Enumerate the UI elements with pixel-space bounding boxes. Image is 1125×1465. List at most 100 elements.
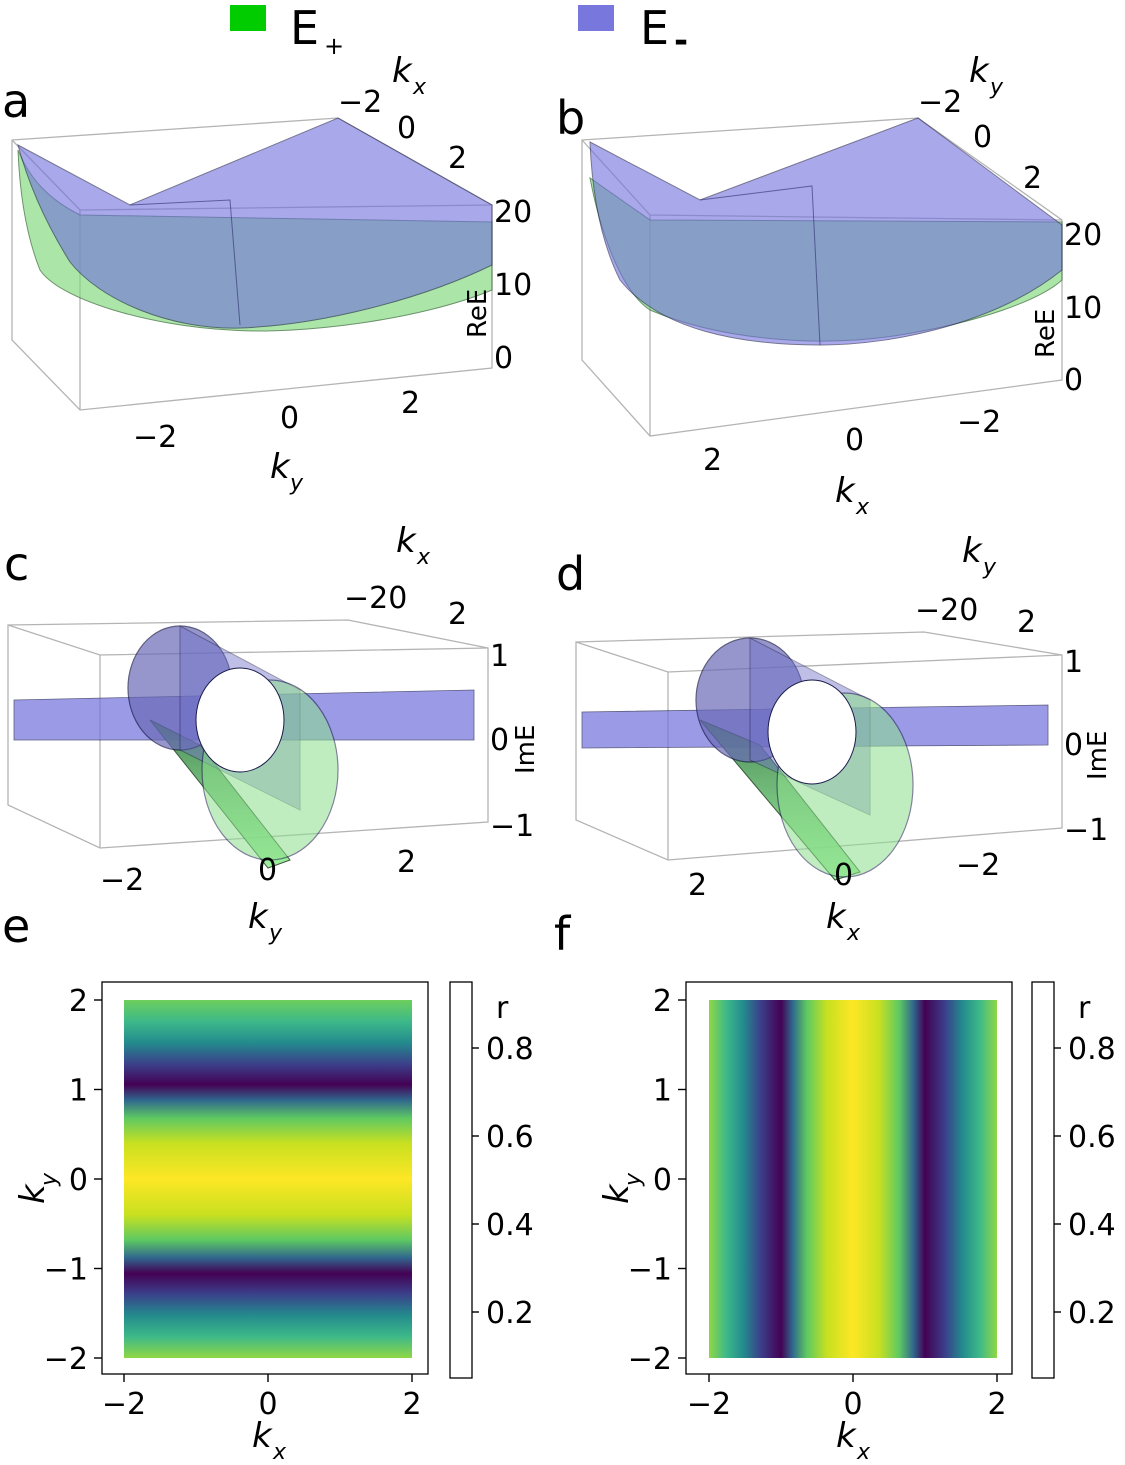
tick-b-d-1: 0	[973, 120, 992, 155]
ticks-ky-b: −2 0 2	[918, 85, 1042, 196]
axis-label-b-z: ReE	[1031, 309, 1061, 358]
axis-sub-a-x: y	[289, 471, 304, 496]
f-xtick-label-0: −2	[687, 1387, 731, 1422]
tick-a-z-2: 0	[494, 341, 513, 376]
tick-c-d-1: 2	[448, 597, 467, 632]
panel-a: a −2 0 2 k y −2 0 2 k x 20 10 0 ReE	[2, 51, 532, 496]
tick-c-z-0: 1	[490, 639, 509, 674]
e-ctick-label-3: 0.8	[486, 1032, 534, 1067]
e-xtick-label-1: 0	[258, 1387, 277, 1422]
tick-d-d-1: 2	[1017, 605, 1036, 640]
tick-a-z-0: 20	[494, 195, 532, 230]
cylinder-hole-d	[767, 679, 857, 785]
colorbar-e	[449, 981, 473, 1379]
ticks-z-a: 20 10 0	[494, 195, 532, 376]
axis-sub-c-x: y	[268, 921, 283, 946]
bounding-box-d	[575, 631, 1063, 861]
f-ctick-label-0: 0.2	[1068, 1296, 1116, 1331]
legend-label-e-plus: E	[290, 1, 319, 55]
legend-sub-e-plus: +	[324, 32, 344, 60]
tick-b-x-0: 2	[703, 443, 722, 478]
axis-label-c-x: k	[248, 897, 269, 937]
axis-label-e-x: k	[252, 1416, 273, 1456]
e-xtick-label-0: −2	[102, 1387, 146, 1422]
surface-e-minus-a	[17, 117, 493, 329]
axis-label-a-z: ReE	[463, 289, 493, 338]
tick-d-z-0: 1	[1064, 645, 1083, 680]
axis-sub-b-depth: y	[989, 75, 1004, 100]
e-ytick-label-2: 0	[69, 1163, 88, 1198]
surface-e-minus-b	[589, 117, 1063, 346]
axis-sub-a-depth: x	[412, 75, 427, 100]
tick-d-z-1: 0	[1064, 728, 1083, 763]
tick-d-x-1: 0	[834, 858, 853, 893]
heatmap-e	[124, 1000, 412, 1358]
axis-sub-b-x: x	[855, 495, 870, 520]
tick-a-z-1: 10	[494, 268, 532, 303]
axis-sub-e-x: x	[272, 1440, 287, 1465]
y-ticks-e: 2 1 0 −1 −2	[44, 984, 102, 1377]
tick-a-d-2: 2	[448, 141, 467, 176]
tick-b-z-0: 20	[1064, 218, 1102, 253]
panel-label-a: a	[2, 74, 30, 128]
panel-e: e 2 1 0 −1 −2 −2 0 2 k x k y 0.2 0.4 0.6 0.8 r	[2, 899, 534, 1465]
colorbar-label-f: r	[1078, 991, 1091, 1026]
ticks-z-c: 1 0 −1	[490, 639, 534, 844]
e-xtick-label-2: 2	[402, 1387, 421, 1422]
axis-label-a-x: k	[270, 447, 291, 487]
tick-a-x-0: −2	[133, 420, 177, 455]
tick-c-x-0: −2	[100, 863, 144, 898]
ticks-z-b: 20 10 0	[1064, 218, 1102, 398]
heatmap-f	[709, 1000, 997, 1358]
e-ytick-label-1: 1	[69, 1074, 88, 1109]
axis-sub-d-x: x	[846, 921, 861, 946]
panel-label-e: e	[2, 899, 30, 953]
tick-a-x-2: 2	[401, 386, 420, 421]
plot-frame-f	[685, 981, 1013, 1375]
axis-label-e-y: k	[13, 1183, 53, 1204]
axis-label-b-depth: k	[969, 51, 990, 91]
tick-c-z-1: 0	[490, 723, 509, 758]
legend-item-e-plus: E +	[230, 1, 344, 60]
e-ytick-label-3: −1	[44, 1253, 88, 1288]
axis-sub-e-y: y	[37, 1172, 62, 1187]
colorbar-label-e: r	[496, 991, 509, 1026]
axis-label-c-z: ImE	[511, 725, 541, 774]
ticks-kx-b: 2 0 −2	[703, 405, 1001, 478]
panel-label-b: b	[556, 91, 585, 145]
bounding-box-c	[7, 619, 489, 849]
ticks-kx-c: −20 2	[344, 581, 467, 632]
axis-sub-f-x: x	[856, 1440, 871, 1465]
tick-b-z-1: 10	[1064, 291, 1102, 326]
ticks-ky-a: −2 0 2	[133, 386, 420, 455]
axis-label-d-x: k	[826, 897, 847, 937]
e-ctick-label-0: 0.2	[486, 1296, 534, 1331]
e-ctick-label-2: 0.6	[486, 1120, 534, 1155]
tick-a-d-1: 0	[397, 111, 416, 146]
f-ytick-label-4: −2	[628, 1342, 672, 1377]
colorbar-ticks-f: 0.2 0.4 0.6 0.8	[1054, 1032, 1116, 1331]
x-ticks-e: −2 0 2	[102, 1374, 422, 1422]
tick-d-d-0: −20	[915, 593, 978, 628]
panel-label-c: c	[4, 537, 29, 591]
ticks-kx-d: 2 0 −2	[688, 848, 1000, 903]
tick-c-d-0: −20	[344, 581, 407, 616]
tick-b-d-0: −2	[918, 85, 962, 120]
f-ytick-label-2: 0	[653, 1163, 672, 1198]
colorbar-f	[1031, 981, 1055, 1379]
axis-label-f-y: k	[597, 1183, 637, 1204]
tick-d-x-2: −2	[956, 848, 1000, 883]
ticks-kx-a: −2 0 2	[338, 85, 467, 176]
legend-sub-e-minus: -	[674, 21, 688, 61]
axis-label-a-depth: k	[392, 51, 413, 91]
ticks-z-d: 1 0 −1	[1064, 645, 1108, 848]
f-ytick-label-1: 1	[653, 1074, 672, 1109]
cylinder-hole-c	[195, 667, 285, 773]
axis-label-c-depth: k	[396, 521, 417, 561]
tick-b-d-2: 2	[1023, 161, 1042, 196]
legend-swatch-e-minus	[578, 5, 614, 31]
panel-f: f 2 1 0 −1 −2 −2 0 2 k x k y 0.2 0.4 0.6 0.8 r	[554, 907, 1116, 1465]
axis-label-d-depth: k	[962, 531, 983, 571]
legend: E + E -	[230, 1, 688, 61]
legend-label-e-minus: E	[640, 1, 669, 55]
